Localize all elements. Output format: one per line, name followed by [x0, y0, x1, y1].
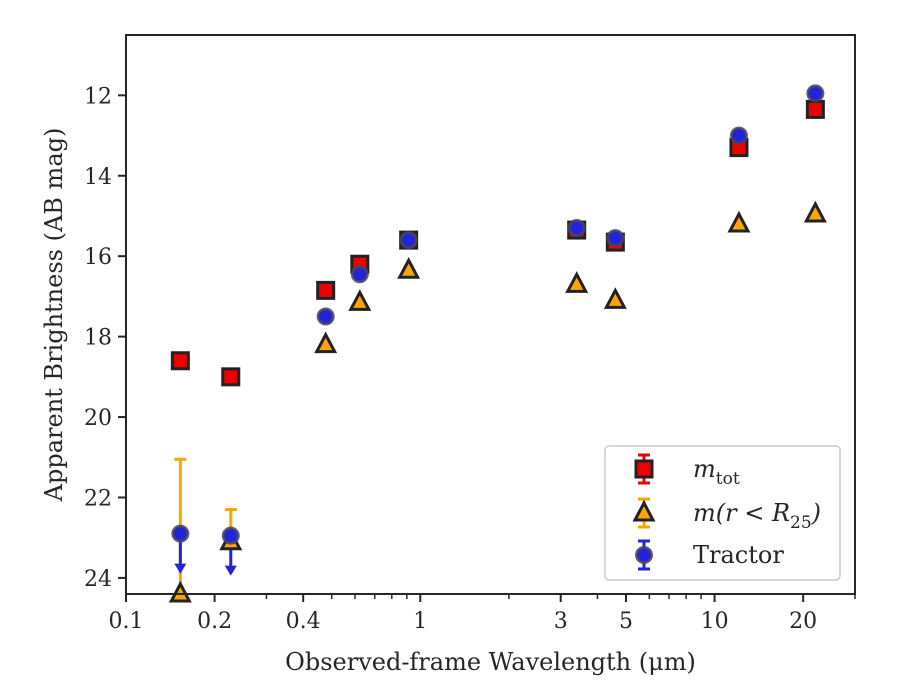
y-tick-label: 12	[84, 84, 112, 109]
tractor-point	[606, 229, 625, 248]
m-tot-point	[805, 99, 825, 119]
m-tot-point	[170, 351, 190, 371]
m-r25-point	[803, 200, 827, 223]
legend-label-main: Tractor	[693, 541, 784, 569]
legend-marker	[634, 459, 654, 479]
x-tick-label: 0.4	[286, 609, 321, 634]
tractor-point	[567, 219, 586, 238]
legend-label-main: m	[693, 455, 716, 483]
m-r25-point	[565, 271, 589, 293]
legend-box	[604, 445, 841, 581]
legend-label: Tractor	[693, 541, 784, 569]
legend-label-subscript: tot	[716, 469, 740, 489]
tractor-point	[350, 265, 369, 284]
y-tick-label: 16	[84, 245, 112, 270]
plot-area-frame	[125, 34, 856, 595]
m-r25-point	[727, 210, 751, 233]
x-axis-label: Observed-frame Wavelength (μm)	[285, 648, 696, 676]
tractor-point	[171, 524, 190, 543]
tractor-point	[399, 231, 418, 250]
legend-label-main: m(r < R	[693, 499, 790, 527]
legend-label: m(r < R25)	[693, 499, 821, 533]
legend: mtot m(r < R25) Tractor	[604, 445, 841, 581]
x-tick-label: 0.2	[197, 609, 232, 634]
y-tick-label: 22	[84, 486, 112, 511]
legend-label-subscript: 25	[790, 513, 812, 533]
x-tick-label: 0.1	[109, 609, 144, 634]
m-r25-point	[168, 580, 192, 603]
x-tick-label: 3	[554, 609, 568, 634]
m-r25-point	[348, 289, 372, 311]
y-tick-label: 24	[84, 567, 112, 592]
upper-limit-arrowhead	[224, 565, 237, 576]
x-tick-label: 1	[413, 609, 427, 634]
m-r25-point	[314, 331, 338, 354]
axis-ticks: 0.1 0.2 0.4 1 3 5 10 20 12 14 16 18 20 22 24	[84, 84, 856, 634]
m-r25-point	[397, 257, 421, 279]
y-tick-label: 18	[84, 326, 112, 351]
y-tick-label: 14	[84, 165, 112, 190]
y-tick-label: 20	[84, 406, 112, 431]
m-tot-point	[221, 367, 241, 387]
legend-marker	[632, 499, 656, 522]
legend-label: mtot	[693, 455, 740, 489]
x-tick-label: 20	[789, 609, 817, 634]
m-tot-point	[316, 280, 336, 300]
tractor-point	[729, 126, 748, 145]
chart-marks	[168, 84, 827, 603]
tractor-point	[806, 84, 825, 103]
x-tick-label: 5	[619, 609, 633, 634]
tractor-point	[316, 307, 335, 326]
legend-marker	[635, 546, 653, 564]
legend-label-tail: )	[811, 499, 821, 527]
x-tick-label: 10	[701, 609, 729, 634]
y-axis-label: Apparent Brightness (AB mag)	[40, 128, 68, 503]
tractor-point	[221, 526, 240, 545]
m-r25-point	[603, 287, 627, 309]
upper-limit-arrowhead	[174, 563, 187, 574]
